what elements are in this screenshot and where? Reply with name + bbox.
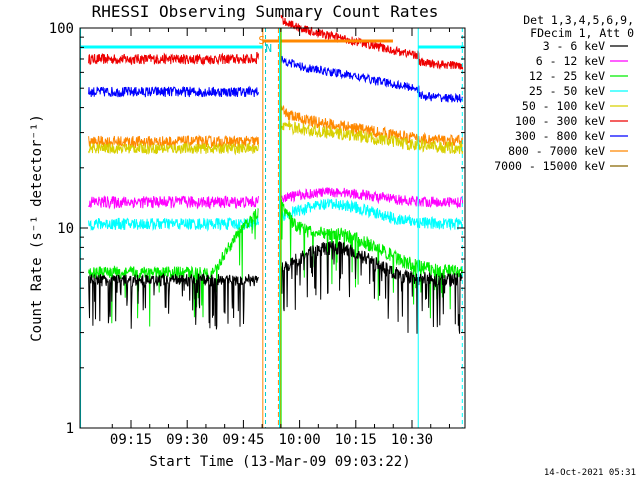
series-100-300kev-seg1 <box>88 51 259 66</box>
series-50-100kev-seg2 <box>280 119 464 155</box>
footer-date: 14-Oct-2021 05:31 <box>544 468 636 478</box>
annotation-s: S <box>258 34 265 47</box>
series-3-6kev-seg1 <box>88 272 259 330</box>
y-tick-label: 100 <box>49 21 74 37</box>
legend-entry-label: 50 - 100 keV <box>522 99 605 113</box>
y-tick-label: 10 <box>57 221 74 237</box>
legend-entry-label: 12 - 25 keV <box>529 69 605 83</box>
annotation-n: N <box>265 42 272 55</box>
series-100-300kev-seg2 <box>280 14 464 70</box>
x-tick-label: 09:15 <box>110 432 152 448</box>
y-tick-label: 1 <box>66 421 74 437</box>
x-axis-title: Start Time (13-Mar-09 09:03:22) <box>149 454 410 470</box>
series-800-7000kev-seg2 <box>280 104 464 147</box>
legend-entry-label: 800 - 7000 keV <box>508 144 605 158</box>
legend-entry-label: 100 - 300 keV <box>515 114 605 128</box>
plot-axes: 1 10 100 09:15 09:30 09:45 10:00 10:15 10:30 <box>49 21 466 448</box>
legend-entry-label: 300 - 800 keV <box>515 129 605 143</box>
x-tick-label: 10:15 <box>335 432 377 448</box>
x-tick-label: 10:30 <box>391 432 433 448</box>
series-800-7000kev-seg1 <box>88 134 259 149</box>
legend-header-line: Det 1,3,4,5,6,9, <box>523 13 634 27</box>
series-12-25kev-seg2 <box>280 199 464 319</box>
series-25-50kev-seg1 <box>88 216 259 232</box>
x-tick-label: 10:00 <box>279 432 321 448</box>
y-axis-title: Count Rate (s⁻¹ detector⁻¹) <box>29 114 45 342</box>
series-300-800kev-seg1 <box>88 85 259 98</box>
plot-content: SN <box>80 14 464 428</box>
legend-entry-label: 25 - 50 keV <box>529 84 605 98</box>
x-tick-label: 09:45 <box>222 432 264 448</box>
series-50-100kev-seg1 <box>88 141 259 156</box>
series-6-12kev-seg2 <box>280 186 464 209</box>
legend-entry-label: 7000 - 15000 keV <box>494 159 605 173</box>
x-tick-label: 09:30 <box>166 432 208 448</box>
legend-header-line: FDecim 1, Att 0 <box>530 26 634 40</box>
legend: Det 1,3,4,5,6,9,FDecim 1, Att 03 - 6 keV… <box>494 13 634 173</box>
series-25-50kev-seg2 <box>280 198 464 231</box>
legend-entry-label: 3 - 6 keV <box>543 39 605 53</box>
series-3-6kev-seg2 <box>280 240 464 334</box>
series-6-12kev-seg1 <box>88 195 259 210</box>
series-300-800kev-seg2 <box>280 55 464 103</box>
legend-entry-label: 6 - 12 keV <box>536 54 605 68</box>
chart-title: RHESSI Observing Summary Count Rates <box>92 2 439 21</box>
